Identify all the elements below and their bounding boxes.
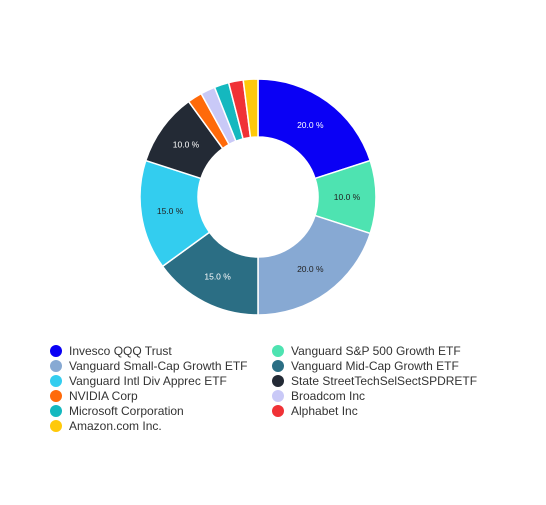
slice-label-3: 15.0 % — [204, 271, 231, 281]
legend-swatch — [50, 344, 62, 357]
slice-0[interactable] — [257, 78, 372, 180]
slice-label-4: 15.0 % — [157, 206, 184, 216]
legend-item-2[interactable]: Vanguard Small-Cap Growth ETF — [50, 358, 272, 373]
slice-10[interactable] — [242, 78, 259, 139]
legend-label: Vanguard Small-Cap Growth ETF — [69, 358, 248, 373]
chart-legend: Invesco QQQ Trust Vanguard S&P 500 Growth… — [50, 343, 530, 433]
legend-swatch — [272, 374, 284, 387]
legend-label: Alphabet Inc — [291, 403, 358, 418]
legend-swatch — [272, 389, 284, 402]
legend-item-0[interactable]: Invesco QQQ Trust — [50, 343, 272, 358]
legend-label: Broadcom Inc — [291, 388, 366, 403]
legend-item-8[interactable]: Microsoft Corporation — [50, 403, 272, 418]
legend-swatch — [272, 344, 284, 357]
legend-swatch — [50, 374, 62, 387]
legend-label: Vanguard Intl Div Apprec ETF — [69, 373, 227, 388]
legend-swatch — [272, 359, 284, 372]
legend-label: Amazon.com Inc. — [69, 418, 162, 433]
legend-item-5[interactable]: State StreetTechSelSectSPDRETF — [272, 373, 512, 388]
legend-label: Microsoft Corporation — [69, 403, 184, 418]
legend-label: Vanguard S&P 500 Growth ETF — [291, 343, 461, 358]
legend-label: State StreetTechSelSectSPDRETF — [291, 373, 478, 388]
slice-label-0: 20.0 % — [297, 120, 324, 130]
slice-label-5: 10.0 % — [173, 140, 200, 150]
legend-item-7[interactable]: Broadcom Inc — [272, 388, 512, 403]
slice-label-1: 10.0 % — [334, 192, 361, 202]
legend-swatch — [50, 359, 62, 372]
legend-item-3[interactable]: Vanguard Mid-Cap Growth ETF — [272, 358, 512, 373]
legend-item-9[interactable]: Alphabet Inc — [272, 403, 512, 418]
donut-chart: 20.0 % 10.0 % 20.0 % 15.0 % 15.0 % 10.0 % — [139, 78, 377, 316]
legend-label: NVIDIA Corp — [69, 388, 138, 403]
legend-label: Invesco QQQ Trust — [69, 343, 172, 358]
legend-item-1[interactable]: Vanguard S&P 500 Growth ETF — [272, 343, 512, 358]
legend-label: Vanguard Mid-Cap Growth ETF — [291, 358, 459, 373]
slice-2[interactable] — [257, 214, 372, 316]
legend-swatch — [50, 389, 62, 402]
legend-item-10[interactable]: Amazon.com Inc. — [50, 418, 272, 433]
slice-label-2: 20.0 % — [297, 264, 324, 274]
legend-item-4[interactable]: Vanguard Intl Div Apprec ETF — [50, 373, 272, 388]
legend-swatch — [50, 404, 62, 417]
legend-item-6[interactable]: NVIDIA Corp — [50, 388, 272, 403]
legend-swatch — [50, 419, 62, 432]
legend-swatch — [272, 404, 284, 417]
